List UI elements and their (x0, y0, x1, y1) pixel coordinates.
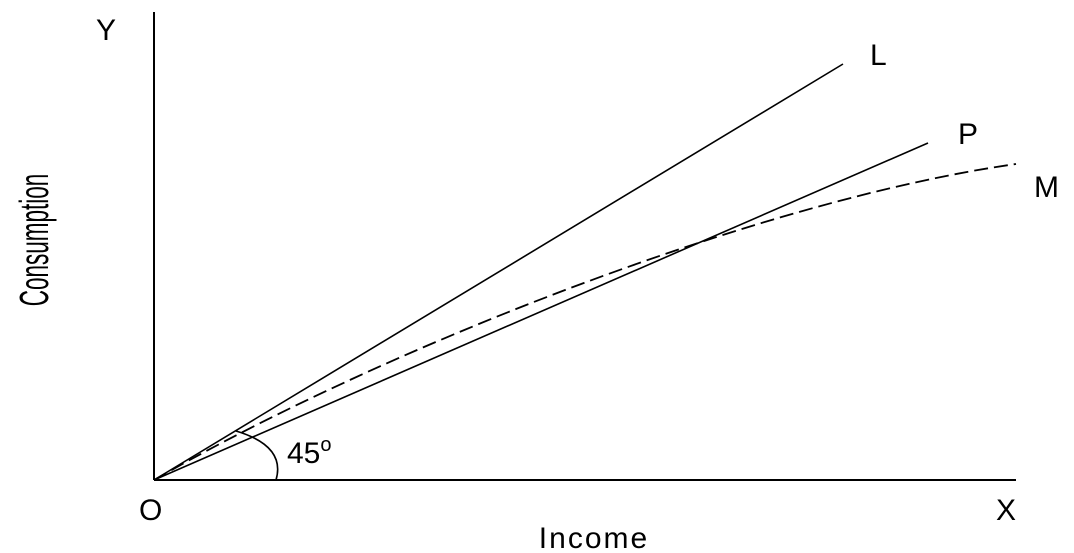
line-p (153, 142, 929, 481)
line-p-label: P (958, 118, 978, 151)
angle-unit: o (320, 434, 331, 456)
y-axis-letter: Y (96, 14, 116, 47)
origin-label: O (139, 494, 162, 527)
curve-m (153, 163, 1017, 481)
line-l (153, 63, 844, 481)
angle-value: 45 (287, 437, 320, 470)
x-axis-title: Income (539, 522, 649, 553)
x-axis-letter: X (996, 494, 1016, 527)
angle-arc (235, 430, 279, 481)
y-axis-title: Consumption (11, 174, 57, 307)
curve-m-label: M (1034, 171, 1059, 204)
line-l-label: L (870, 39, 887, 72)
angle-label: 45o (287, 434, 332, 470)
